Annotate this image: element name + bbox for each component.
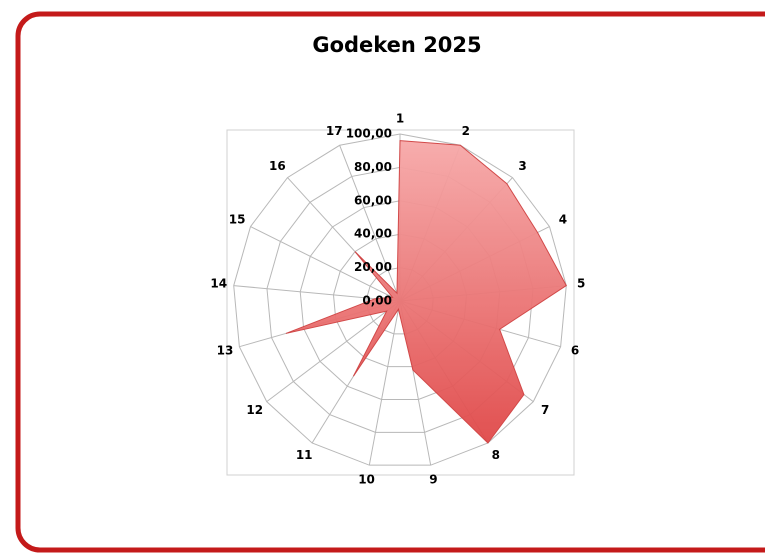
category-label: 7 [541, 403, 549, 417]
radar-area [285, 140, 567, 444]
category-label: 17 [326, 124, 343, 138]
r-tick-label: 0,00 [362, 294, 392, 308]
category-label: 13 [217, 343, 234, 357]
category-label: 16 [269, 159, 286, 173]
frame [15, 11, 765, 553]
category-label: 12 [246, 403, 263, 417]
r-tick-label: 60,00 [354, 193, 392, 207]
category-label: 5 [577, 277, 585, 291]
category-label: 6 [571, 343, 579, 357]
r-tick-label: 20,00 [354, 260, 392, 274]
category-label: 9 [429, 472, 437, 486]
chart-title: Godeken 2025 [312, 33, 481, 57]
grid-ring [233, 133, 567, 466]
plot-area [226, 129, 575, 476]
category-label: 4 [559, 212, 567, 226]
spoke [266, 300, 401, 403]
spoke [368, 300, 401, 466]
r-tick-label: 100,00 [346, 127, 392, 141]
r-tick-label: 40,00 [354, 227, 392, 241]
spoke [339, 145, 401, 302]
category-label: 10 [358, 472, 375, 486]
category-label: 1 [396, 112, 404, 126]
category-label: 2 [462, 124, 470, 138]
spoke [233, 285, 401, 302]
spoke [250, 226, 401, 302]
category-label: 11 [296, 448, 313, 462]
category-label: 8 [492, 448, 500, 462]
r-tick-label: 80,00 [354, 160, 392, 174]
category-label: 15 [229, 212, 246, 226]
category-label: 3 [518, 159, 526, 173]
category-label: 14 [210, 277, 227, 291]
